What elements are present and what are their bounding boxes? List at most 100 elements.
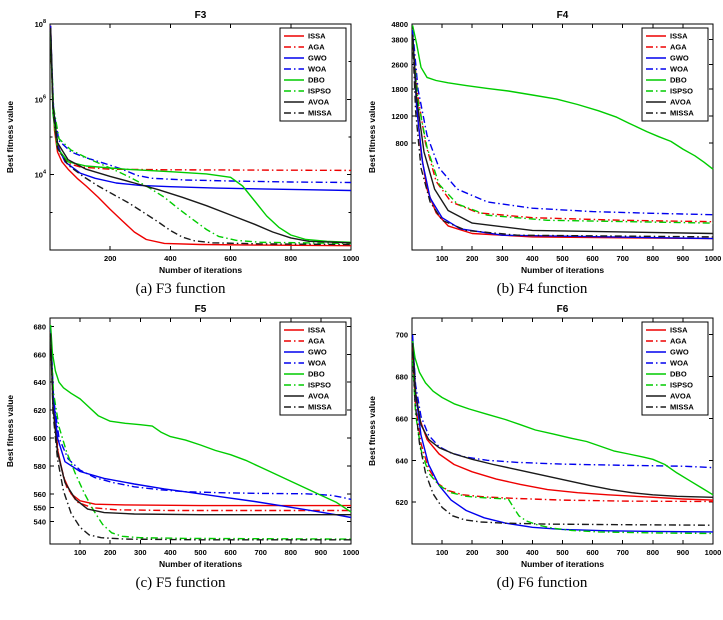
x-tick-label: 500 — [556, 254, 569, 263]
x-tick-label: 700 — [616, 548, 629, 557]
chart-f5: F5 100 200 300 400 500 600 700 800 900 1000 540 550 5… — [5, 304, 359, 569]
chart-f3: F3 200 400 600 800 1000 104 106 108 Number of ite… — [5, 10, 359, 275]
legend-label-gwo: GWO — [308, 348, 327, 357]
y-tick-label: 106 — [35, 94, 46, 104]
legend-label-missa: MISSA — [670, 403, 694, 412]
legend-label-dbo: DBO — [670, 370, 687, 379]
legend: ISSA AGA GWO WOA DBO ISPSO AVOA MISSA — [641, 27, 708, 122]
legend-label-missa: MISSA — [308, 403, 332, 412]
legend-label-issa: ISSA — [670, 326, 688, 335]
series-line-avoa — [49, 27, 352, 244]
caption-f6: (d) F6 function — [496, 575, 588, 591]
x-tick-label: 300 — [134, 548, 147, 557]
x-tick-label: 600 — [586, 548, 599, 557]
series-line-dbo — [411, 340, 713, 496]
x-axis-label: Number of iterations — [159, 559, 242, 569]
legend-label-avoa: AVOA — [670, 392, 692, 401]
x-tick-label: 900 — [676, 548, 689, 557]
panel-f3: F3 200 400 600 800 1000 104 106 108 Number of ite… — [0, 8, 361, 298]
series-line-missa — [49, 29, 352, 246]
series-line-woa — [411, 29, 713, 216]
series-line-avoa — [411, 34, 713, 235]
axes — [411, 317, 713, 545]
x-tick-label: 400 — [164, 548, 177, 557]
x-tick-label: 800 — [285, 548, 298, 557]
y-tick-label: 108 — [35, 19, 46, 29]
x-tick-label: 700 — [616, 254, 629, 263]
y-tick-label: 640 — [33, 378, 46, 387]
x-tick-label: 400 — [526, 254, 539, 263]
legend-label-avoa: AVOA — [308, 98, 330, 107]
x-tick-label: 1000 — [343, 254, 359, 263]
legend-label-avoa: AVOA — [308, 392, 330, 401]
x-tick-label: 600 — [224, 254, 237, 263]
x-tick-label: 1000 — [704, 548, 720, 557]
legend-label-ispso: ISPSO — [308, 87, 331, 96]
y-tick-label: 550 — [33, 504, 46, 513]
y-tick-label: 540 — [33, 518, 46, 527]
series-line-woa — [411, 338, 713, 469]
chart-f4: F4 100 200 300 400 500 600 700 800 900 1000 800 1200… — [367, 10, 721, 275]
legend-label-missa: MISSA — [308, 109, 332, 118]
panel-f4: F4 100 200 300 400 500 600 700 800 900 1000 800 1200… — [361, 8, 723, 298]
x-tick-label: 300 — [496, 254, 509, 263]
legend: ISSA AGA GWO WOA DBO ISPSO AVOA MISSA — [279, 321, 347, 416]
legend-label-dbo: DBO — [308, 370, 325, 379]
legend-label-gwo: GWO — [670, 54, 689, 63]
legend: ISSA AGA GWO WOA DBO ISPSO AVOA MISSA — [279, 27, 347, 122]
x-tick-label: 200 — [465, 548, 478, 557]
y-axis-label: Best ftness value — [367, 396, 377, 466]
y-tick-label: 680 — [395, 373, 408, 382]
y-tick-label: 1200 — [391, 112, 408, 121]
series-line-dbo — [49, 324, 352, 513]
axes — [49, 317, 352, 545]
x-axis-label: Number of iterations — [159, 265, 242, 275]
y-tick-label: 3800 — [391, 36, 408, 45]
caption-f3: (a) F3 function — [135, 281, 226, 297]
legend-label-missa: MISSA — [670, 109, 694, 118]
legend: ISSA AGA GWO WOA DBO ISPSO AVOA MISSA — [641, 321, 708, 416]
y-tick-label: 660 — [33, 350, 46, 359]
legend-label-aga: AGA — [308, 43, 325, 52]
series-line-dbo — [411, 25, 713, 170]
legend-label-aga: AGA — [670, 337, 687, 346]
x-tick-label: 200 — [465, 254, 478, 263]
y-tick-label: 620 — [33, 406, 46, 415]
x-tick-label: 1000 — [343, 548, 359, 557]
x-tick-label: 600 — [586, 254, 599, 263]
legend-label-issa: ISSA — [308, 326, 326, 335]
legend-label-woa: WOA — [670, 359, 689, 368]
panel-f5: F5 100 200 300 400 500 600 700 800 900 1000 540 550 5… — [0, 302, 361, 592]
series-line-gwo — [411, 31, 713, 240]
figure-grid: F3 200 400 600 800 1000 104 106 108 Number of ite… — [0, 8, 723, 592]
series-line-missa — [411, 351, 713, 526]
series-line-dbo — [49, 32, 352, 243]
chart-title: F3 — [195, 10, 207, 21]
x-axis-label: Number of iterations — [520, 559, 603, 569]
x-tick-label: 800 — [646, 254, 659, 263]
y-tick-label: 680 — [33, 322, 46, 331]
x-tick-label: 200 — [104, 548, 117, 557]
y-tick-label: 580 — [33, 462, 46, 471]
y-tick-label: 620 — [395, 498, 408, 507]
x-tick-label: 500 — [194, 548, 207, 557]
series-line-missa — [411, 37, 713, 238]
x-tick-label: 100 — [435, 254, 448, 263]
y-tick-label: 1800 — [391, 85, 408, 94]
x-tick-label: 400 — [164, 254, 177, 263]
legend-label-issa: ISSA — [670, 32, 688, 41]
series-line-ispso — [411, 41, 713, 224]
legend-label-ispso: ISPSO — [670, 381, 693, 390]
legend-label-woa: WOA — [670, 65, 689, 74]
y-tick-label: 800 — [395, 139, 408, 148]
legend-label-issa: ISSA — [308, 32, 326, 41]
series-line-gwo — [411, 334, 713, 533]
series-line-ispso — [411, 359, 713, 535]
x-tick-label: 600 — [224, 548, 237, 557]
y-axis-label: Best fitness value — [367, 101, 377, 174]
x-tick-label: 1000 — [704, 254, 720, 263]
x-tick-label: 900 — [676, 254, 689, 263]
y-tick-label: 4800 — [391, 20, 408, 29]
x-tick-label: 200 — [104, 254, 117, 263]
series-line-woa — [49, 329, 352, 501]
